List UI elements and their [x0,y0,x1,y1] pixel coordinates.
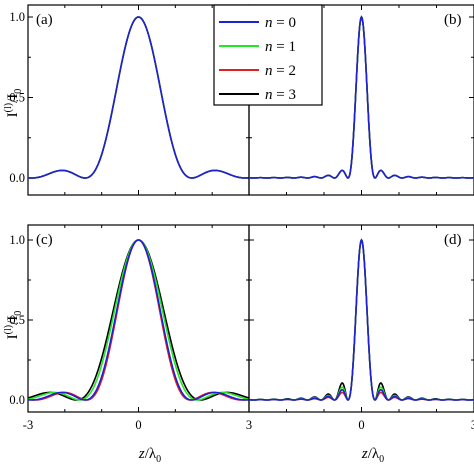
legend-label-n-3: n = 3 [265,87,296,103]
y-tick-label: 0.5 [9,91,25,105]
panel-label: (b) [444,12,462,28]
legend-label-n-1: n = 1 [265,39,296,55]
x-axis-title-right: z/λ0 [361,446,384,465]
series-line-n-2 [249,238,474,401]
panel-label: (c) [36,232,53,248]
panel-frame [27,224,250,413]
x-tick-label: 0 [135,418,141,432]
legend-label-n-2: n = 2 [265,63,296,79]
panel-c: 0.0 0.5 1.0 -3 0 3 (c) [9,224,252,432]
y-tick-label: 1.0 [9,233,25,247]
x-tick-label: 3 [471,418,474,432]
series-line-n-2 [28,239,249,401]
series-line-n-3 [249,238,474,401]
panels: 0.0 0.5 1.0 (a) (b) 0.0 0.5 1.0 -3 0 3 (c) 0 3 (d) [9,4,474,432]
series-line-n-1 [249,238,474,401]
panel-frame [248,224,474,413]
y-tick-label: 0.0 [9,393,25,407]
y-tick-label: 0.0 [9,171,25,185]
y-tick-label: 1.0 [9,10,25,24]
legend-label-n-0: n = 0 [265,15,296,31]
series-line-n-0 [28,239,249,401]
y-axis-title-bottom: I(l)/I0 [3,311,24,340]
panel-label: (d) [444,232,462,248]
panel-b: (b) [248,4,474,196]
legend: n = 0 n = 1 n = 2 n = 3 [213,4,323,106]
x-tick-label: -3 [23,418,33,432]
y-axis-title-top: I(l)/I0 [3,89,24,118]
panel-d: 0 3 (d) [248,224,474,432]
series-line-n-1 [28,239,249,401]
x-axis-title-left: z/λ0 [138,446,161,465]
series-line-n-3 [28,239,249,401]
x-tick-label: 3 [246,418,252,432]
x-tick-label: 0 [358,418,364,432]
series-line-n-0 [249,238,474,401]
panel-label: (a) [36,12,53,28]
y-tick-label: 0.5 [9,313,25,327]
series-line-n-0 [249,15,474,179]
panel-a: 0.0 0.5 1.0 (a) [9,4,250,196]
series-line-n-0 [28,16,249,179]
